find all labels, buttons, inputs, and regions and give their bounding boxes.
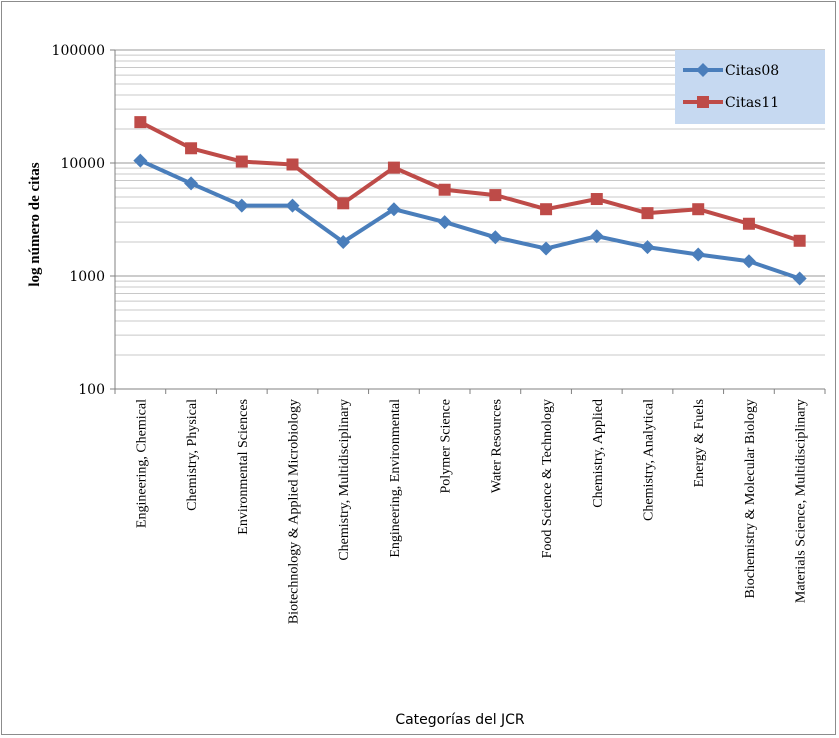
x-tick-label: Materials Science, Multidisciplinary	[794, 399, 809, 603]
x-tick-label: Chemistry, Physical	[185, 399, 200, 511]
legend-entry: Citas08	[725, 63, 779, 79]
x-tick-label: Chemistry, Applied	[591, 399, 606, 508]
x-tick-label: Chemistry, Multidisciplinary	[337, 399, 352, 561]
y-tick-label: 10000	[60, 156, 105, 172]
data-point-square	[794, 235, 806, 247]
data-point-square	[642, 207, 654, 219]
data-point-square	[388, 162, 400, 174]
data-point-diamond	[133, 154, 147, 168]
x-tick-label: Engineering, Environmental	[388, 399, 403, 558]
x-tick-label: Chemistry, Analytical	[642, 399, 657, 521]
series-citas11	[134, 116, 805, 247]
data-point-diamond	[691, 247, 705, 261]
data-point-square	[591, 193, 603, 205]
legend-entry: Citas11	[725, 95, 779, 111]
data-point-diamond	[793, 272, 807, 286]
data-point-square	[540, 203, 552, 215]
x-tick-label: Energy & Fuels	[692, 399, 707, 487]
y-tick-label: 1000	[69, 269, 105, 285]
y-tick-label: 100	[78, 382, 105, 398]
data-point-square	[697, 96, 709, 108]
x-tick-label: Polymer Science	[439, 399, 454, 493]
x-axis-title: Categorías del JCR	[395, 712, 525, 728]
data-point-square	[134, 116, 146, 128]
data-point-square	[236, 156, 248, 168]
data-point-diamond	[590, 229, 604, 243]
data-point-diamond	[742, 254, 756, 268]
legend-box	[675, 50, 825, 124]
x-tick-label: Engineering, Chemical	[134, 399, 149, 528]
x-tick-label: Food Science & Technology	[540, 399, 555, 558]
x-tick-label: Water Resources	[489, 399, 504, 493]
data-point-square	[287, 158, 299, 170]
data-point-square	[489, 189, 501, 201]
series-citas08	[133, 154, 806, 286]
x-tick-label: Environmental Sciences	[236, 399, 251, 535]
data-point-square	[337, 197, 349, 209]
series-line	[140, 122, 799, 241]
y-tick-label: 100000	[52, 43, 105, 59]
x-tick-label: Biochemistry & Molecular Biology	[743, 399, 758, 598]
data-point-diamond	[438, 215, 452, 229]
data-point-square	[185, 142, 197, 154]
x-tick-label: Biotechnology & Applied Microbiology	[287, 399, 302, 624]
data-point-square	[439, 184, 451, 196]
data-point-square	[743, 218, 755, 230]
data-point-diamond	[539, 242, 553, 256]
y-axis-title: log número de citas	[27, 162, 43, 286]
data-point-diamond	[235, 199, 249, 213]
series-line	[140, 161, 799, 279]
data-point-square	[692, 203, 704, 215]
